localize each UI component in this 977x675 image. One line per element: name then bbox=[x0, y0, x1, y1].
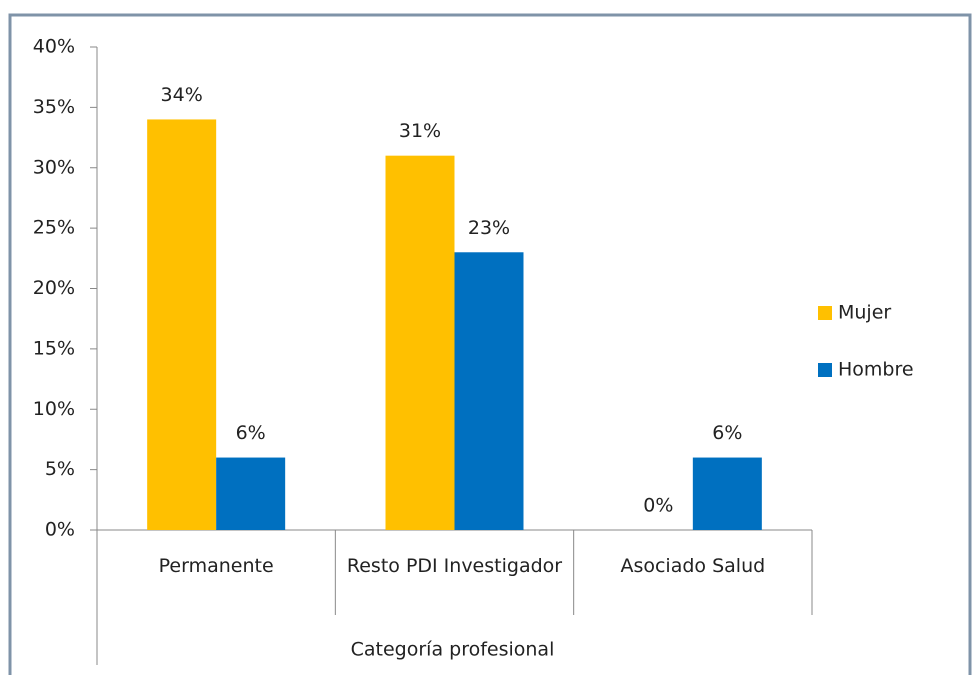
legend-swatch bbox=[818, 363, 832, 377]
legend-label: Mujer bbox=[838, 302, 891, 324]
y-tick-label: 5% bbox=[45, 458, 75, 480]
x-tick-label: Resto PDI Investigador bbox=[346, 555, 563, 577]
y-tick-label: 15% bbox=[33, 337, 75, 359]
y-tick-label: 20% bbox=[33, 277, 75, 299]
y-tick-label: 35% bbox=[33, 96, 75, 118]
value-label: 23% bbox=[468, 217, 510, 239]
legend-label: Hombre bbox=[838, 359, 914, 381]
y-tick-label: 30% bbox=[33, 156, 75, 178]
y-tick-label: 0% bbox=[45, 519, 75, 541]
y-tick-label: 40% bbox=[33, 36, 75, 58]
bar bbox=[385, 155, 455, 531]
value-label: 31% bbox=[399, 120, 441, 142]
chart-frame bbox=[8, 13, 972, 675]
bar bbox=[454, 252, 524, 530]
bar bbox=[216, 457, 286, 530]
value-label: 0% bbox=[643, 495, 673, 517]
value-label: 6% bbox=[712, 422, 742, 444]
y-tick-label: 25% bbox=[33, 217, 75, 239]
value-label: 6% bbox=[236, 422, 266, 444]
value-label: 34% bbox=[161, 84, 203, 106]
legend-swatch bbox=[818, 306, 832, 320]
y-tick-label: 10% bbox=[33, 398, 75, 420]
bar bbox=[692, 457, 762, 530]
bar bbox=[147, 119, 217, 530]
x-tick-label: Asociado Salud bbox=[620, 555, 766, 577]
x-tick-label: Permanente bbox=[158, 555, 274, 577]
x-axis-title: Categoría profesional bbox=[351, 639, 555, 661]
